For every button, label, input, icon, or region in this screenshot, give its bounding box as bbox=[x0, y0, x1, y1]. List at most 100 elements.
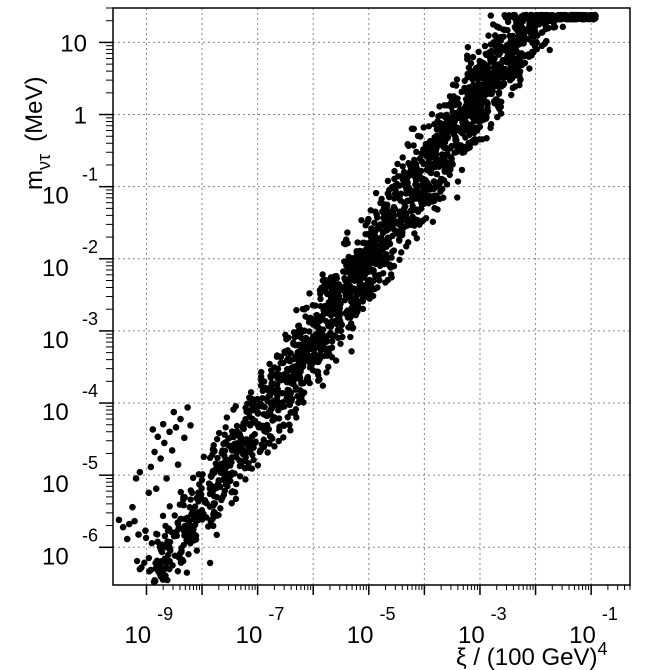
data-point bbox=[150, 578, 158, 586]
data-point bbox=[174, 568, 182, 575]
data-point bbox=[511, 45, 519, 52]
data-point bbox=[346, 262, 353, 269]
data-point bbox=[459, 123, 466, 131]
data-point bbox=[162, 565, 170, 572]
data-point bbox=[365, 239, 373, 247]
data-point bbox=[251, 439, 259, 447]
data-point bbox=[455, 100, 463, 108]
data-point bbox=[166, 538, 174, 546]
y-tick-label: 10 bbox=[42, 399, 69, 426]
data-point bbox=[248, 465, 256, 472]
data-point bbox=[236, 473, 244, 480]
data-point bbox=[125, 520, 133, 528]
data-point bbox=[480, 60, 488, 67]
data-point bbox=[500, 26, 507, 33]
data-point bbox=[115, 516, 123, 524]
data-point bbox=[129, 503, 136, 511]
data-point bbox=[242, 476, 249, 483]
data-point bbox=[407, 207, 415, 214]
data-point bbox=[412, 177, 420, 184]
data-point bbox=[525, 15, 532, 22]
x-tick-label: 10-5 bbox=[347, 604, 396, 649]
data-point bbox=[515, 50, 523, 58]
data-point bbox=[249, 415, 256, 423]
data-point bbox=[295, 341, 302, 348]
data-point bbox=[216, 465, 223, 473]
data-point bbox=[283, 335, 290, 343]
data-point bbox=[222, 424, 229, 431]
data-point bbox=[237, 460, 245, 468]
data-point bbox=[213, 531, 220, 539]
data-point bbox=[300, 389, 308, 396]
data-point bbox=[526, 65, 533, 72]
data-point bbox=[499, 45, 507, 53]
data-point bbox=[365, 248, 373, 256]
data-point bbox=[464, 55, 471, 63]
data-point bbox=[173, 532, 181, 539]
data-point bbox=[390, 203, 398, 211]
data-point bbox=[538, 42, 546, 50]
data-point bbox=[458, 88, 465, 96]
data-point bbox=[372, 227, 379, 235]
data-point bbox=[240, 425, 247, 433]
data-point bbox=[509, 32, 517, 40]
tick-labels: 10-910-710-510-310-110-610-510-410-310-2… bbox=[42, 30, 618, 649]
data-point bbox=[345, 290, 352, 298]
data-point bbox=[237, 444, 245, 451]
data-point bbox=[432, 160, 439, 168]
data-point bbox=[207, 472, 215, 480]
data-point bbox=[419, 217, 427, 224]
data-point bbox=[405, 239, 412, 246]
y-tick-exponent: -6 bbox=[82, 525, 98, 545]
data-point bbox=[277, 359, 284, 367]
data-point bbox=[280, 434, 287, 441]
data-point bbox=[339, 333, 346, 341]
data-point bbox=[442, 151, 449, 158]
data-point bbox=[372, 208, 379, 215]
data-point bbox=[362, 222, 369, 229]
data-point bbox=[365, 215, 372, 223]
data-point bbox=[163, 475, 170, 482]
data-point bbox=[145, 489, 153, 497]
data-point bbox=[181, 434, 188, 442]
data-point bbox=[230, 406, 237, 413]
data-point bbox=[264, 449, 271, 456]
data-point bbox=[407, 221, 415, 228]
data-point bbox=[138, 564, 145, 571]
data-point bbox=[514, 27, 521, 35]
x-tick-label: 10-9 bbox=[124, 604, 173, 649]
data-point bbox=[525, 53, 533, 60]
data-point bbox=[161, 532, 169, 540]
data-point bbox=[166, 428, 173, 436]
data-point bbox=[269, 435, 276, 442]
data-point bbox=[240, 420, 247, 427]
data-point bbox=[547, 15, 554, 22]
data-point bbox=[290, 368, 297, 376]
data-point bbox=[433, 151, 440, 158]
data-point bbox=[443, 102, 451, 109]
data-point bbox=[233, 422, 241, 430]
data-point bbox=[142, 527, 149, 534]
data-point bbox=[380, 270, 387, 277]
data-point bbox=[181, 532, 188, 539]
data-point bbox=[347, 333, 354, 341]
data-point bbox=[187, 496, 194, 503]
data-point bbox=[123, 535, 131, 543]
data-point bbox=[465, 84, 473, 91]
data-point bbox=[199, 471, 206, 478]
data-point bbox=[222, 481, 230, 488]
data-point bbox=[493, 69, 500, 76]
data-point bbox=[227, 477, 234, 485]
data-point bbox=[322, 317, 330, 325]
data-point bbox=[421, 176, 428, 183]
data-point bbox=[220, 440, 227, 448]
data-point bbox=[190, 526, 197, 533]
data-point bbox=[306, 328, 313, 335]
data-point bbox=[517, 76, 524, 83]
data-point bbox=[267, 406, 275, 413]
data-point bbox=[206, 454, 214, 462]
data-point bbox=[153, 530, 160, 538]
data-point bbox=[201, 498, 209, 506]
data-point bbox=[433, 126, 441, 133]
data-point bbox=[319, 284, 326, 291]
